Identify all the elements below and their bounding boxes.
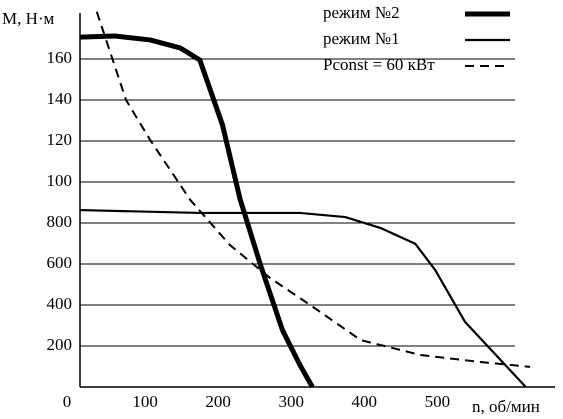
legend-label: Pconst = 60 кВт [323,55,435,74]
x-tick-label: 200 [205,392,231,411]
x-tick-label: 300 [278,392,304,411]
x-tick-label: 100 [132,392,158,411]
y-tick-label: 100 [47,171,73,190]
y-tick-label: 160 [47,48,73,67]
x-tick-label: 0 [63,392,72,411]
y-tick-label: 200 [47,335,73,354]
x-tick-label: 400 [352,392,378,411]
x-axis-label: n, об/мин [472,397,540,416]
legend-label: режим №1 [323,29,400,48]
series-line [79,33,315,389]
y-tick-label: 400 [47,294,73,313]
series-line [79,208,527,388]
y-tick-label: 800 [47,212,73,231]
series-line [95,11,531,368]
y-axis-label: M, Н·м [2,9,55,28]
y-tick-label: 120 [47,130,73,149]
y-tick-label: 140 [47,89,73,108]
x-tick-label: 500 [425,392,451,411]
legend-label: режим №2 [323,3,400,22]
y-tick-label: 600 [47,253,73,272]
